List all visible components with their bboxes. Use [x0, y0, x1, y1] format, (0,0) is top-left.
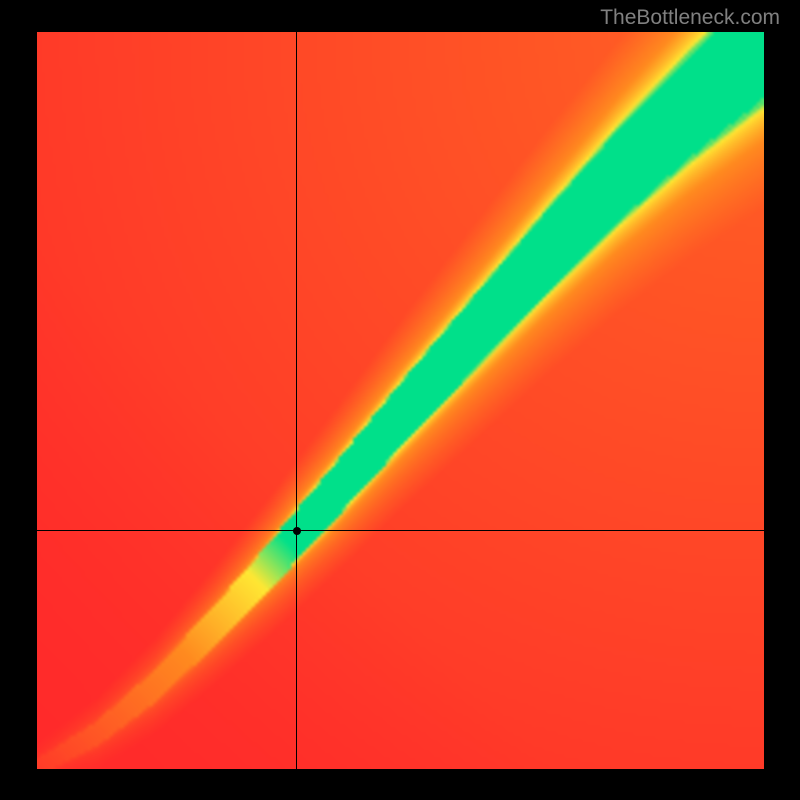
chart-container: TheBottleneck.com — [0, 0, 800, 800]
heatmap-canvas — [37, 32, 764, 769]
watermark-text: TheBottleneck.com — [600, 6, 780, 30]
plot-area — [37, 32, 764, 769]
crosshair-horizontal — [37, 530, 764, 531]
crosshair-vertical — [296, 32, 297, 769]
data-point-marker — [293, 527, 301, 535]
